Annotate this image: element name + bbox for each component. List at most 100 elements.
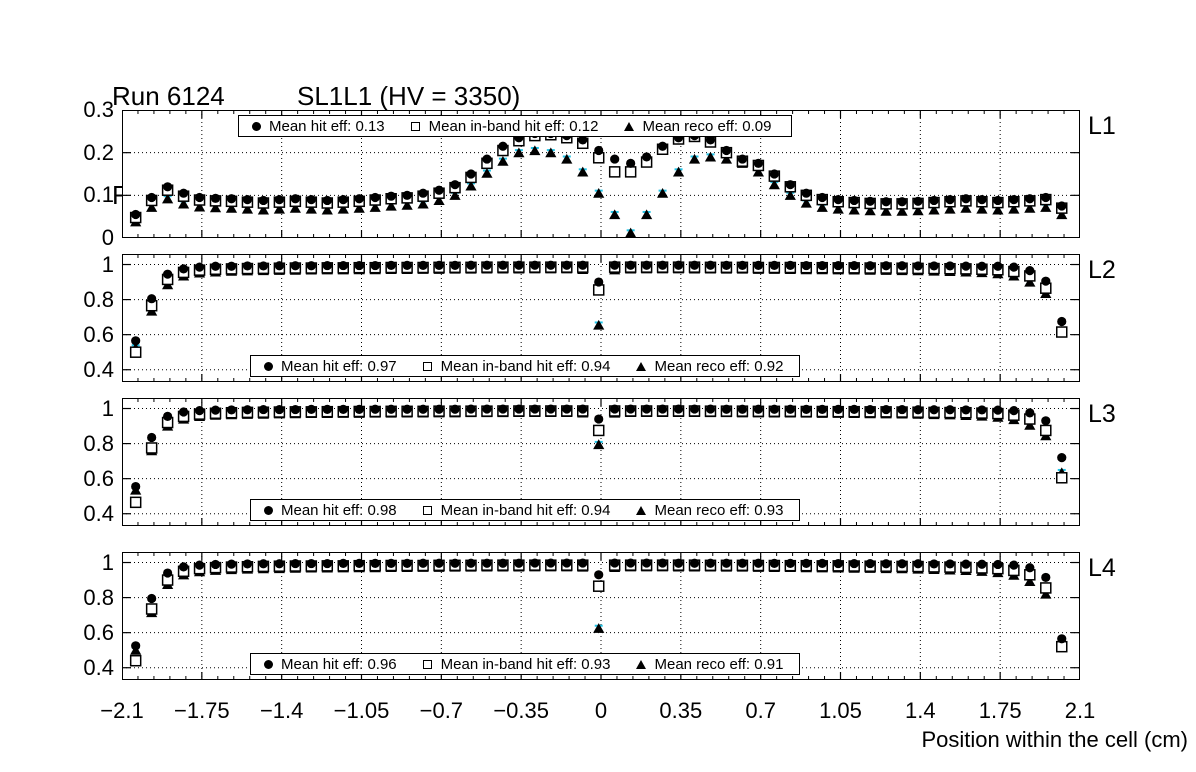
panel-plot-area xyxy=(122,110,1080,238)
series-markers-hit xyxy=(131,128,1067,220)
filled-triangle-icon xyxy=(630,505,652,515)
series-markers-reco xyxy=(130,263,1068,353)
y-axis-tick-label: 1 xyxy=(101,395,114,421)
open-square-icon xyxy=(417,659,439,669)
marker-glyph xyxy=(263,505,273,515)
series-markers-reco xyxy=(130,145,1068,238)
legend-label-hit: Mean hit eff: 0.13 xyxy=(269,117,385,135)
legend-label-hit: Mean hit eff: 0.98 xyxy=(281,501,397,519)
legend-label-reco: Mean reco eff: 0.92 xyxy=(654,357,784,375)
panel-label-l1: L1 xyxy=(1088,112,1116,140)
marker-glyph xyxy=(636,361,647,371)
filled-circle-icon xyxy=(245,121,267,131)
legend-l1: Mean hit eff: 0.13 Mean in-band hit eff: … xyxy=(238,115,792,137)
marker-glyph xyxy=(251,121,261,131)
legend-label-hit: Mean hit eff: 0.97 xyxy=(281,357,397,375)
panel-label-l2: L2 xyxy=(1088,256,1116,284)
x-axis-tick-label: 1.4 xyxy=(905,698,936,723)
marker-glyph xyxy=(636,659,647,669)
legend-label-inband: Mean in-band hit eff: 0.94 xyxy=(440,501,611,519)
y-axis-tick-label: 0.4 xyxy=(83,500,114,526)
filled-circle-icon xyxy=(257,505,279,515)
x-axis-title: Position within the cell (cm) xyxy=(921,727,1188,752)
legend-label-inband: Mean in-band hit eff: 0.94 xyxy=(440,357,611,375)
title-line-1: Run 6124 SL1L1 (HV = 3350) xyxy=(112,81,521,111)
error-bars-hit xyxy=(131,262,1066,344)
legend-entry-inband: Mean in-band hit eff: 0.12 xyxy=(405,118,619,135)
y-axis-tick-label: 0.6 xyxy=(83,321,114,347)
x-axis-tick-label: 0.35 xyxy=(659,698,703,723)
legend-entry-inband: Mean in-band hit eff: 0.93 xyxy=(417,656,631,673)
marker-glyph xyxy=(423,659,433,669)
legend-entry-hit: Mean hit eff: 0.97 xyxy=(257,358,417,375)
legend-entry-reco: Mean reco eff: 0.92 xyxy=(630,358,785,375)
y-axis-tick-label: 0.8 xyxy=(83,286,114,312)
series-markers-inband xyxy=(129,128,1068,224)
error-bars-inband xyxy=(131,408,1066,507)
y-axis-tick-label: 0.4 xyxy=(83,654,114,680)
series-markers-hit xyxy=(131,558,1067,651)
y-axis-tick-label: 1 xyxy=(101,549,114,575)
legend-entry-reco: Mean reco eff: 0.93 xyxy=(630,502,785,519)
marker-glyph xyxy=(423,361,433,371)
x-axis-tick-label: 1.05 xyxy=(819,698,862,723)
legend-entry-inband: Mean in-band hit eff: 0.94 xyxy=(417,502,631,519)
panel-label-l3: L3 xyxy=(1088,400,1116,428)
series-markers-inband xyxy=(129,261,1068,358)
filled-triangle-icon xyxy=(618,121,640,131)
x-axis-tick-label: −0.7 xyxy=(419,698,464,723)
y-axis-tick-label: 0.2 xyxy=(83,139,114,165)
y-axis-tick-label: 0.3 xyxy=(83,97,114,122)
y-axis-tick-label: 1 xyxy=(101,251,114,277)
x-axis-tick-label: −1.75 xyxy=(173,698,230,723)
legend-entry-reco: Mean reco eff: 0.09 xyxy=(618,118,773,135)
series-markers-hit xyxy=(131,404,1067,492)
y-axis-tick-label: 0.1 xyxy=(83,182,114,208)
legend-label-reco: Mean reco eff: 0.09 xyxy=(642,117,772,135)
filled-circle-icon xyxy=(257,659,279,669)
open-square-icon xyxy=(417,361,439,371)
marker-glyph xyxy=(263,659,273,669)
panel-label-l4: L4 xyxy=(1088,554,1116,582)
series-markers-hit xyxy=(131,260,1067,346)
legend-entry-reco: Mean reco eff: 0.91 xyxy=(630,656,785,673)
legend-label-reco: Mean reco eff: 0.93 xyxy=(654,501,784,519)
legend-label-hit: Mean hit eff: 0.96 xyxy=(281,655,397,673)
x-axis-tick-label: −1.4 xyxy=(259,698,304,723)
y-axis-tick-label: 0.4 xyxy=(83,356,114,382)
panel-plot-area xyxy=(122,398,1080,526)
legend-entry-hit: Mean hit eff: 0.98 xyxy=(257,502,417,519)
y-axis-tick-label: 0.8 xyxy=(83,584,114,610)
marker-glyph xyxy=(423,505,433,515)
x-axis-tick-label: 1.75 xyxy=(978,698,1022,723)
legend-label-inband: Mean in-band hit eff: 0.93 xyxy=(440,655,611,673)
x-axis-tick-label: −0.35 xyxy=(493,698,549,723)
legend-entry-hit: Mean hit eff: 0.13 xyxy=(245,118,405,135)
y-axis-tick-label: 0.6 xyxy=(83,619,114,645)
open-square-icon xyxy=(405,121,427,131)
panel-plot-area xyxy=(122,552,1080,680)
legend-entry-hit: Mean hit eff: 0.96 xyxy=(257,656,417,673)
filled-triangle-icon xyxy=(630,659,652,669)
marker-glyph xyxy=(263,361,273,371)
marker-glyph xyxy=(624,121,635,131)
y-axis-tick-label: 0.6 xyxy=(83,465,114,491)
x-axis-tick-label: 2.1 xyxy=(1064,698,1096,723)
x-axis-tick-label: −2.1 xyxy=(100,698,144,723)
legend-l4: Mean hit eff: 0.96 Mean in-band hit eff: … xyxy=(250,653,800,675)
legend-label-inband: Mean in-band hit eff: 0.12 xyxy=(428,117,599,135)
error-bars-hit xyxy=(131,131,1066,217)
legend-l3: Mean hit eff: 0.98 Mean in-band hit eff: … xyxy=(250,499,800,521)
legend-l2: Mean hit eff: 0.97 Mean in-band hit eff: … xyxy=(250,355,800,377)
y-axis-tick-label: 0 xyxy=(101,225,114,250)
panel-plot-area xyxy=(122,254,1080,382)
marker-glyph xyxy=(411,121,421,131)
x-axis-tick-label: 0.7 xyxy=(745,698,776,723)
filled-circle-icon xyxy=(257,361,279,371)
legend-entry-inband: Mean in-band hit eff: 0.94 xyxy=(417,358,631,375)
marker-glyph xyxy=(636,505,647,515)
y-axis-tick-label: 0.8 xyxy=(83,430,114,456)
open-square-icon xyxy=(417,505,439,515)
x-axis-tick-label: 0 xyxy=(594,698,608,723)
